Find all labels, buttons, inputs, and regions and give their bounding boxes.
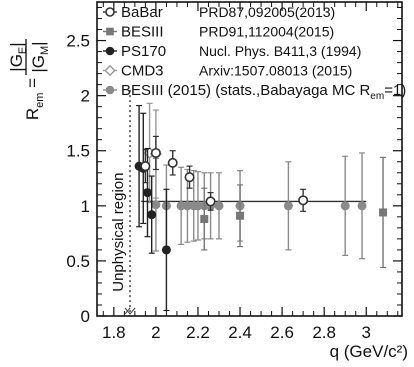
y-tick-label: 1 <box>81 197 90 216</box>
data-point-filled-circle <box>147 210 157 220</box>
unphysical-region-label: Unphysical region <box>110 173 127 292</box>
data-point-open-circle <box>167 157 178 168</box>
data-point-filled-square <box>200 215 209 224</box>
y-title-eq: = <box>23 78 42 93</box>
y-tick-label: 1.5 <box>66 142 90 161</box>
legend-reference: Nucl. Phys. B411,3 (1994) <box>199 43 361 59</box>
data-point-filled-circle <box>151 200 161 210</box>
data-point-open-circle <box>205 196 216 207</box>
x-tick-label: 2 <box>151 323 160 342</box>
legend-name-sub: em <box>370 91 384 102</box>
legend-marker <box>106 27 114 36</box>
legend-label: CMD3 <box>121 63 164 80</box>
data-point-open-circle <box>140 161 151 172</box>
y-title-den-g: |G <box>29 55 48 73</box>
data-point-filled-circle <box>340 201 350 211</box>
y-tick-label: 2 <box>81 87 90 106</box>
data-point-filled-circle <box>142 188 152 198</box>
y-tick-label: 2.5 <box>66 32 90 51</box>
legend-label: BaBar <box>121 4 163 21</box>
data-point-open-circle <box>298 195 309 206</box>
y-title-den-sub: M <box>39 46 51 55</box>
y-axis-title-text: Rem = <box>23 78 46 120</box>
y-title-den-close: | <box>29 41 48 45</box>
threshold-marker <box>124 307 136 315</box>
y-tick-label: 0 <box>81 307 90 326</box>
data-point-filled-square <box>379 208 388 217</box>
x-tick-label: 2.2 <box>186 323 210 342</box>
y-title-sub: em <box>34 93 46 108</box>
legend-marker <box>105 7 115 17</box>
legend-name: PS170 <box>121 43 166 60</box>
legend-name-tail: =1) <box>384 82 406 99</box>
legend-marker <box>105 85 115 95</box>
legend-name: BaBar <box>121 4 163 21</box>
x-tick-label: 2.6 <box>270 323 294 342</box>
legend-name: BESIII (2015) (stats.,Babayaga MC R <box>121 82 370 99</box>
legend-label: BESIII <box>121 24 164 41</box>
x-axis-title: q (GeV/c²) <box>330 342 408 361</box>
y-title-num-g: |G <box>7 54 26 72</box>
x-tick-label: 3 <box>362 323 371 342</box>
axes-layer: 0 0.5 1 1.5 2 2.5 1.8 2 2.2 2.4 2.6 2.8 3q (GeV/c²) R… <box>7 1 408 361</box>
legend-marker <box>105 46 115 56</box>
data-point-open-circle <box>184 172 195 183</box>
data-point-filled-circle <box>214 201 224 211</box>
data-point-open-circle <box>150 147 161 158</box>
y-title-numerator: |GE| <box>7 42 29 71</box>
legend-label: BESIII (2015) (stats.,Babayaga MC Rem=1) <box>121 82 406 102</box>
legend-name: BESIII <box>121 24 164 41</box>
data-point-filled-circle <box>357 201 367 211</box>
legend: BaBar PRD87,092005(2013) BESIII PRD91,11200… <box>103 4 406 102</box>
legend-marker <box>104 64 116 77</box>
plot-frame <box>96 1 403 317</box>
legend-reference: PRD87,092005(2013) <box>199 4 335 20</box>
data-point-filled-square <box>236 211 245 220</box>
x-tick-label: 2.8 <box>312 323 336 342</box>
x-tick-label: 2.4 <box>228 323 252 342</box>
data-point-filled-circle <box>161 245 171 255</box>
y-tick-label: 0.5 <box>66 252 90 271</box>
y-title-denominator: |GM| <box>29 41 51 72</box>
y-title-R: R <box>23 108 42 120</box>
legend-label: PS170 <box>121 43 166 60</box>
legend-reference: PRD91,112004(2015) <box>199 24 334 40</box>
data-point-filled-circle <box>283 201 293 211</box>
y-title-num-sub: E <box>17 47 29 54</box>
data-layer <box>134 102 388 312</box>
legend-reference: Arxiv:1507.08013 (2015) <box>199 63 352 79</box>
x-tick-label: 1.8 <box>102 323 126 342</box>
legend-name: CMD3 <box>121 63 164 80</box>
y-title-num-close: | <box>7 42 26 46</box>
y-axis-title: Rem = |GE||GM| <box>7 39 51 120</box>
